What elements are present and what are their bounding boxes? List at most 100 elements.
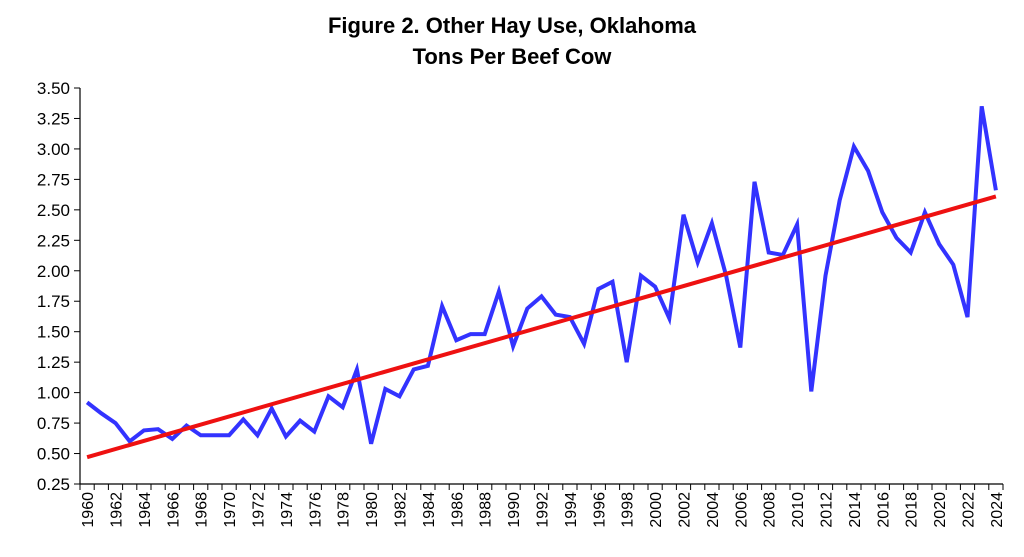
- data-point: [895, 236, 899, 240]
- data-point: [980, 104, 984, 108]
- x-tick-labels: 1960 1962 1964 1966 1968 1970 1972 1974 1976 1978…: [79, 484, 1006, 528]
- data-point: [341, 405, 345, 409]
- x-tick-label: 2006: [733, 492, 750, 528]
- data-point: [241, 417, 245, 421]
- x-tick-label: 1960: [80, 492, 97, 528]
- y-tick-label: 0.50: [37, 445, 70, 464]
- data-point: [667, 316, 671, 320]
- y-tick-label: 3.50: [37, 79, 70, 98]
- chart-axes: [79, 88, 1003, 485]
- data-point: [738, 346, 742, 350]
- data-point: [312, 430, 316, 434]
- data-point: [625, 360, 629, 364]
- data-point: [682, 213, 686, 217]
- data-point: [795, 222, 799, 226]
- data-point: [270, 406, 274, 410]
- data-point: [114, 421, 118, 425]
- data-point: [824, 274, 828, 278]
- data-point: [852, 144, 856, 148]
- hay-use-series-line: [85, 105, 998, 445]
- x-tick-label: 1964: [137, 492, 154, 528]
- data-point: [540, 294, 544, 298]
- data-point: [156, 427, 160, 431]
- x-tick-label: 1990: [506, 492, 523, 528]
- data-point: [99, 411, 103, 415]
- x-tick-label: 2004: [705, 492, 722, 528]
- data-point: [653, 285, 657, 289]
- chart-title: Figure 2. Other Hay Use, Oklahoma: [327, 13, 696, 38]
- x-tick-label: 1992: [535, 492, 552, 528]
- data-point: [966, 315, 970, 319]
- x-tick-label: 1972: [251, 492, 268, 528]
- y-tick-label: 3.25: [37, 109, 70, 128]
- data-point: [838, 198, 842, 202]
- data-point: [327, 394, 331, 398]
- data-point: [554, 313, 558, 317]
- x-tick-label: 2002: [677, 492, 694, 528]
- x-tick-label: 2020: [932, 492, 949, 528]
- data-point: [369, 442, 373, 446]
- x-tick-label: 1976: [307, 492, 324, 528]
- data-point: [142, 428, 146, 432]
- y-tick-label: 1.50: [37, 323, 70, 342]
- x-tick-label: 2008: [762, 492, 779, 528]
- x-tick-label: 1978: [336, 492, 353, 528]
- chart-title-block: Figure 2. Other Hay Use, Oklahoma Tons P…: [0, 10, 1024, 72]
- x-tick-label: 1988: [478, 492, 495, 528]
- x-tick-label: 1996: [591, 492, 608, 528]
- x-tick-label: 1962: [109, 492, 126, 528]
- data-point: [440, 304, 444, 308]
- data-point: [170, 437, 174, 441]
- data-point: [298, 419, 302, 423]
- x-tick-label: 1974: [279, 492, 296, 528]
- x-tick-label: 2016: [875, 492, 892, 528]
- data-point: [256, 433, 260, 437]
- data-point: [951, 263, 955, 267]
- data-point: [454, 338, 458, 342]
- data-point: [923, 210, 927, 214]
- x-tick-label: 2018: [904, 492, 921, 528]
- y-tick-label: 3.00: [37, 140, 70, 159]
- data-point: [383, 387, 387, 391]
- x-tick-label: 2010: [790, 492, 807, 528]
- data-point: [213, 433, 217, 437]
- data-point: [866, 169, 870, 173]
- data-point: [639, 274, 643, 278]
- data-point: [994, 188, 998, 192]
- data-point: [696, 260, 700, 264]
- data-point: [85, 400, 89, 404]
- data-point: [525, 307, 529, 311]
- trend-line: [86, 194, 997, 460]
- data-point: [355, 367, 359, 371]
- data-point: [596, 287, 600, 291]
- y-tick-label: 2.75: [37, 170, 70, 189]
- data-point: [199, 433, 203, 437]
- y-tick-label: 0.25: [37, 475, 70, 494]
- y-tick-labels: 0.25 0.50 0.75 1.00 1.25 1.50 1.75 2.00 2.25 2.50…: [37, 79, 80, 494]
- chart-series: [85, 104, 998, 460]
- x-tick-label: 1966: [165, 492, 182, 528]
- chart-subtitle: Tons Per Beef Cow: [412, 44, 612, 69]
- data-point: [937, 242, 941, 246]
- data-point: [469, 332, 473, 336]
- data-point: [767, 250, 771, 254]
- data-point: [582, 342, 586, 346]
- data-point: [909, 250, 913, 254]
- x-tick-label: 2000: [648, 492, 665, 528]
- data-point: [227, 433, 231, 437]
- data-point: [611, 280, 615, 284]
- y-tick-label: 1.25: [37, 353, 70, 372]
- x-tick-label: 1970: [222, 492, 239, 528]
- x-tick-label: 1982: [393, 492, 410, 528]
- y-tick-label: 1.75: [37, 292, 70, 311]
- y-tick-label: 2.00: [37, 262, 70, 281]
- data-point: [426, 364, 430, 368]
- x-tick-label: 1984: [421, 492, 438, 528]
- data-point: [710, 221, 714, 225]
- y-tick-label: 1.00: [37, 384, 70, 403]
- x-tick-label: 2024: [989, 492, 1006, 528]
- data-point: [809, 389, 813, 393]
- data-point: [412, 367, 416, 371]
- data-point: [483, 332, 487, 336]
